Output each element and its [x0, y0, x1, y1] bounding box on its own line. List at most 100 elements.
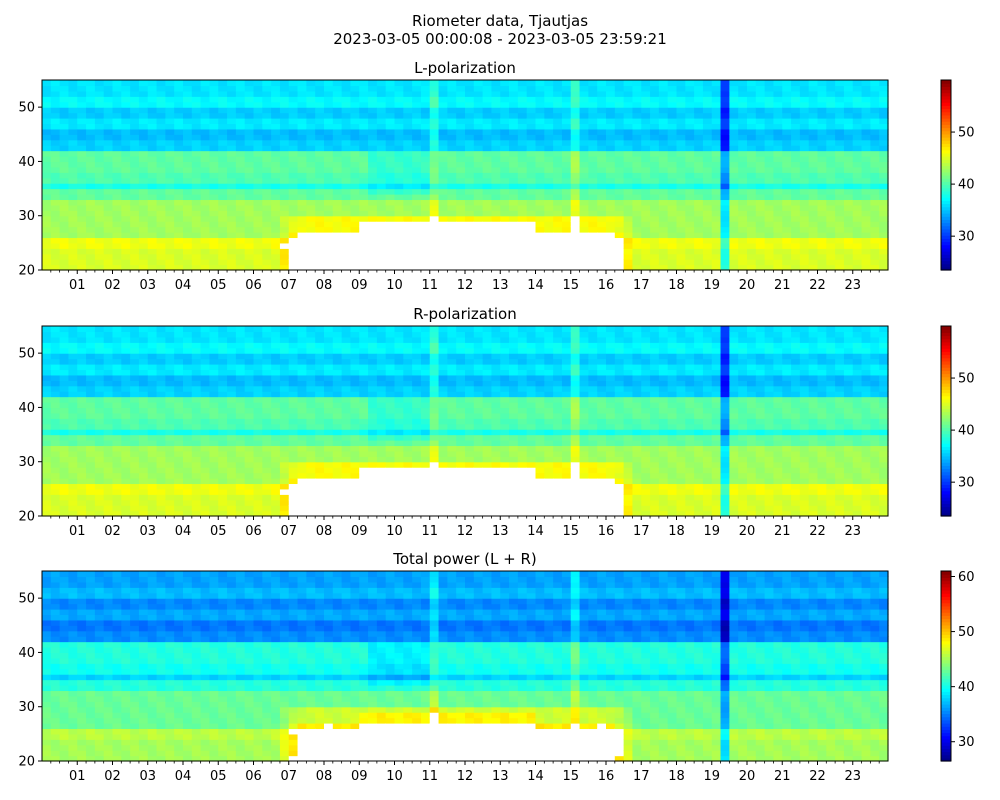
heatmap-cell [420, 96, 431, 103]
heatmap-cell [200, 461, 211, 468]
heatmap-cell [103, 429, 114, 436]
heatmap-cell [262, 226, 272, 233]
heatmap-cell [94, 248, 105, 255]
heatmap-cell [315, 134, 325, 141]
heatmap-cell [244, 194, 255, 201]
heatmap-cell [68, 118, 78, 125]
heatmap-cell [86, 90, 96, 97]
heatmap-cell [112, 156, 122, 163]
heatmap-cell [447, 194, 457, 201]
heatmap-cell [121, 215, 131, 222]
heatmap-cell [570, 215, 581, 222]
heatmap-cell [341, 128, 352, 135]
heatmap-cell [103, 194, 114, 201]
heatmap-cell [720, 85, 730, 92]
heatmap-cell [597, 177, 607, 184]
heatmap-cell [676, 237, 686, 244]
heatmap-cell [324, 364, 334, 371]
heatmap-cell [394, 210, 404, 217]
heatmap-cell [385, 199, 396, 206]
heatmap-cell [368, 510, 378, 517]
heatmap-cell [438, 204, 448, 211]
heatmap-cell [843, 107, 854, 114]
heatmap-cell [315, 194, 325, 201]
heatmap-cell [808, 134, 819, 141]
heatmap-cell [191, 248, 202, 255]
heatmap-cell [579, 210, 589, 217]
heatmap-cell [209, 353, 219, 360]
heatmap-cell [271, 221, 281, 228]
heatmap-cell [394, 467, 404, 474]
heatmap-cell [235, 358, 246, 365]
heatmap-cell [782, 188, 792, 195]
heatmap-cell [368, 326, 378, 333]
heatmap-cell [826, 150, 836, 157]
heatmap-cell [632, 188, 642, 195]
heatmap-cell [147, 101, 158, 108]
heatmap-cell [227, 407, 237, 414]
heatmap-cell [191, 166, 202, 173]
heatmap-cell [94, 242, 105, 249]
heatmap-cell [500, 96, 510, 103]
heatmap-cell [350, 374, 360, 381]
heatmap-cell [271, 353, 281, 360]
heatmap-cell [350, 232, 360, 239]
heatmap-cell [332, 112, 343, 119]
heatmap-cell [606, 221, 616, 228]
heatmap-cell [235, 204, 246, 211]
heatmap-cell [526, 118, 537, 125]
heatmap-cell [606, 150, 616, 157]
heatmap-cell [288, 380, 299, 387]
heatmap-cell [579, 248, 589, 255]
heatmap-cell [755, 150, 766, 157]
heatmap-cell [235, 483, 246, 490]
heatmap-cell [227, 505, 237, 512]
heatmap-cell [826, 112, 836, 119]
heatmap-cell [244, 101, 255, 108]
heatmap-cell [218, 429, 228, 436]
heatmap-cell [676, 248, 686, 255]
heatmap-cell [235, 445, 246, 452]
heatmap-cell [147, 112, 158, 119]
heatmap-cell [112, 472, 122, 479]
heatmap-cell [394, 331, 404, 338]
heatmap-cell [147, 204, 158, 211]
heatmap-cell [420, 123, 431, 130]
heatmap-cell [262, 412, 272, 419]
heatmap-cell [861, 172, 871, 179]
heatmap-cell [368, 385, 378, 392]
heatmap-cell [491, 264, 501, 271]
heatmap-cell [218, 440, 228, 447]
heatmap-cell [588, 145, 598, 152]
heatmap-cell [279, 342, 290, 349]
heatmap-cell [200, 326, 211, 333]
heatmap-cell [465, 183, 475, 190]
heatmap-cell [227, 85, 237, 92]
heatmap-cell [297, 253, 307, 260]
heatmap-cell [50, 488, 61, 495]
heatmap-cell [394, 188, 404, 195]
heatmap-cell [147, 150, 158, 157]
heatmap-cell [561, 221, 572, 228]
heatmap-cell [94, 412, 105, 419]
heatmap-cell [121, 342, 131, 349]
heatmap-cell [315, 336, 325, 343]
heatmap-cell [412, 215, 422, 222]
heatmap-cell [429, 112, 440, 119]
heatmap-cell [165, 242, 175, 249]
heatmap-cell [77, 326, 87, 333]
heatmap-cell [658, 166, 669, 173]
heatmap-cell [544, 194, 554, 201]
heatmap-cell [420, 204, 431, 211]
heatmap-cell [632, 101, 642, 108]
heatmap-cell [341, 150, 352, 157]
heatmap-cell [791, 226, 801, 233]
heatmap-cell [262, 166, 272, 173]
heatmap-cell [271, 96, 281, 103]
heatmap-cell [130, 510, 140, 517]
heatmap-cell [156, 150, 166, 157]
heatmap-cell [218, 204, 228, 211]
heatmap-cell [86, 456, 96, 463]
heatmap-cell [376, 347, 387, 354]
heatmap-cell [491, 183, 501, 190]
